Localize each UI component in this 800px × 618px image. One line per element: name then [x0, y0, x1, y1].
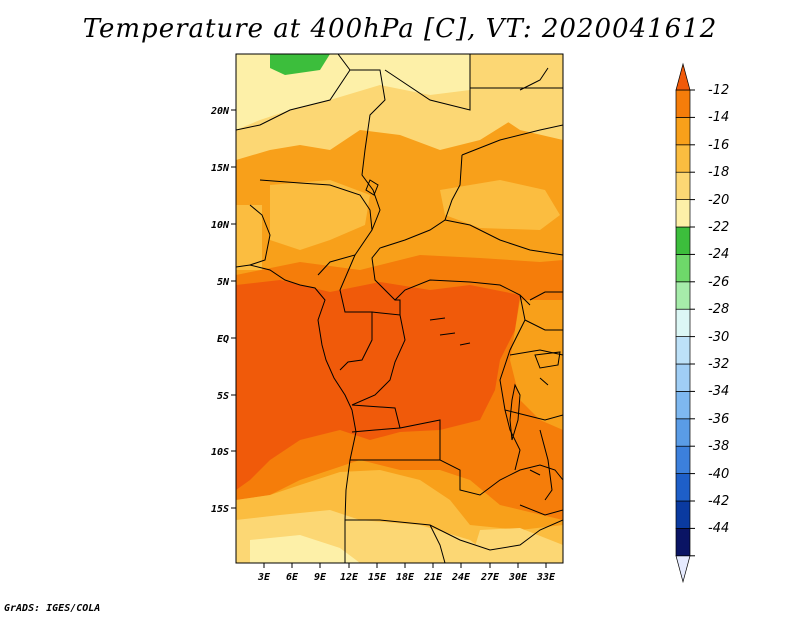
colorbar-label: -26: [708, 275, 729, 290]
colorbar-segment: [675, 281, 691, 310]
colorbar-label: -44: [708, 521, 729, 536]
lon-label: 3E: [257, 572, 271, 583]
colorbar-label: -14: [708, 110, 729, 125]
lat-label: 10N: [211, 220, 230, 231]
colorbar-segment: [675, 171, 691, 200]
colorbar-label: -36: [708, 412, 729, 427]
lat-label: 5S: [217, 391, 229, 402]
lon-label: 21E: [423, 572, 443, 583]
lon-label: 12E: [340, 572, 359, 583]
latitude-axis: 20N 15N 10N 5N EQ 5S 10S 15S: [210, 106, 236, 515]
colorbar-label: -28: [708, 302, 729, 317]
lat-label: 15S: [211, 504, 229, 515]
colorbar-label: -34: [708, 384, 729, 399]
lat-label: 20N: [210, 106, 230, 117]
colorbar-segment: [675, 363, 691, 392]
colorbar-label: -12: [708, 83, 729, 98]
colorbar-segment: [675, 226, 691, 255]
colorbar-label: -16: [708, 138, 729, 153]
colorbar-segment: [675, 254, 691, 283]
colorbar-label: -40: [708, 467, 729, 482]
colorbar-label: -20: [708, 193, 729, 208]
lon-label: 27E: [480, 572, 500, 583]
lat-label: 5N: [217, 277, 230, 288]
colorbar-bottom-triangle: [675, 555, 691, 584]
colorbar-label: -18: [708, 165, 729, 180]
lat-label: 15N: [211, 163, 230, 174]
lon-label: 24E: [451, 572, 471, 583]
colorbar-segment: [675, 144, 691, 173]
colorbar-segment: [675, 308, 691, 337]
colorbar-segment: [675, 473, 691, 502]
lat-label: EQ: [217, 334, 229, 345]
colorbar-label: -38: [708, 439, 729, 454]
colorbar: -12 -14 -16 -18 -20 -22 -24 -26 -28 -30 …: [675, 62, 729, 584]
colorbar-segment: [675, 336, 691, 365]
lon-label: 15E: [368, 572, 387, 583]
map-title: Temperature at 400hPa [C], VT: 202004161…: [82, 14, 718, 44]
lon-label: 9E: [314, 572, 327, 583]
grads-credit: GrADS: IGES/COLA: [4, 603, 101, 614]
lat-label: 10S: [211, 447, 229, 458]
colorbar-label: -30: [708, 330, 729, 345]
colorbar-label: -22: [708, 220, 729, 235]
colorbar-segment: [675, 89, 691, 118]
lon-label: 30E: [508, 572, 528, 583]
colorbar-segment: [675, 500, 691, 529]
colorbar-segment: [675, 391, 691, 420]
longitude-axis: 3E 6E 9E 12E 15E 18E 21E 24E 27E 30E 33E: [257, 563, 556, 583]
colorbar-segment: [675, 445, 691, 474]
colorbar-segment: [675, 199, 691, 228]
lon-label: 33E: [536, 572, 556, 583]
colorbar-label: -42: [708, 494, 729, 509]
map-frame: [235, 53, 564, 564]
country-borders: [236, 54, 563, 563]
colorbar-label: -32: [708, 357, 729, 372]
colorbar-segment: [675, 528, 691, 557]
lon-label: 18E: [396, 572, 415, 583]
colorbar-label: -24: [708, 247, 729, 262]
colorbar-top-triangle: [675, 62, 691, 91]
colorbar-segment: [675, 418, 691, 447]
colorbar-segment: [675, 117, 691, 146]
lon-label: 6E: [286, 572, 299, 583]
